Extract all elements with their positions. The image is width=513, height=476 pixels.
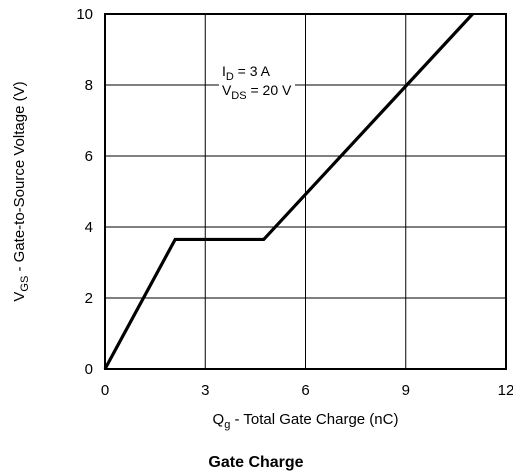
- x-axis-label: Qg - Total Gate Charge (nC): [213, 411, 399, 431]
- x-axis-label-sub: g: [224, 419, 230, 431]
- y-tick-label: 4: [85, 219, 93, 236]
- annotation-main: V: [222, 82, 232, 98]
- annotation-main: I: [222, 63, 226, 79]
- x-tick-label: 3: [201, 382, 209, 399]
- annotation-box: [218, 62, 296, 103]
- chart-caption: Gate Charge: [208, 454, 303, 471]
- y-axis-label-main: V: [11, 292, 28, 302]
- annotation-sub: DS: [231, 90, 246, 102]
- y-axis-label-sub: GS: [19, 276, 31, 292]
- x-tick-label: 12: [498, 382, 513, 399]
- series-layer: [103, 12, 474, 370]
- plot-frame: [104, 13, 507, 370]
- y-tick-label: 0: [85, 361, 93, 378]
- x-tick-label: 0: [101, 382, 109, 399]
- grid: [105, 14, 506, 369]
- x-tick-label: 6: [301, 382, 309, 399]
- annotation-rest: = 3 A: [234, 63, 271, 79]
- y-tick-label: 2: [85, 290, 93, 307]
- y-axis-ticks: 0 2 4 6 8 10: [76, 6, 93, 378]
- annotation-sub: D: [226, 71, 234, 83]
- y-tick-label: 10: [76, 6, 93, 23]
- x-tick-label: 9: [402, 382, 410, 399]
- y-tick-label: 8: [85, 77, 93, 94]
- y-tick-label: 6: [85, 148, 93, 165]
- x-axis-label-main: Q: [213, 411, 225, 428]
- annotation-label: ID = 3 A: [222, 63, 271, 83]
- x-axis-label-rest: - Total Gate Charge (nC): [230, 411, 398, 428]
- y-axis-label-rest: - Gate-to-Source Voltage (V): [11, 81, 28, 275]
- y-axis-label: VGS - Gate-to-Source Voltage (V): [11, 81, 31, 301]
- annotation-label: VDS = 20 V: [222, 82, 292, 102]
- annotation-rest: = 20 V: [247, 82, 292, 98]
- series-line: [103, 12, 474, 370]
- x-axis-ticks: 0 3 6 9 12: [101, 382, 513, 399]
